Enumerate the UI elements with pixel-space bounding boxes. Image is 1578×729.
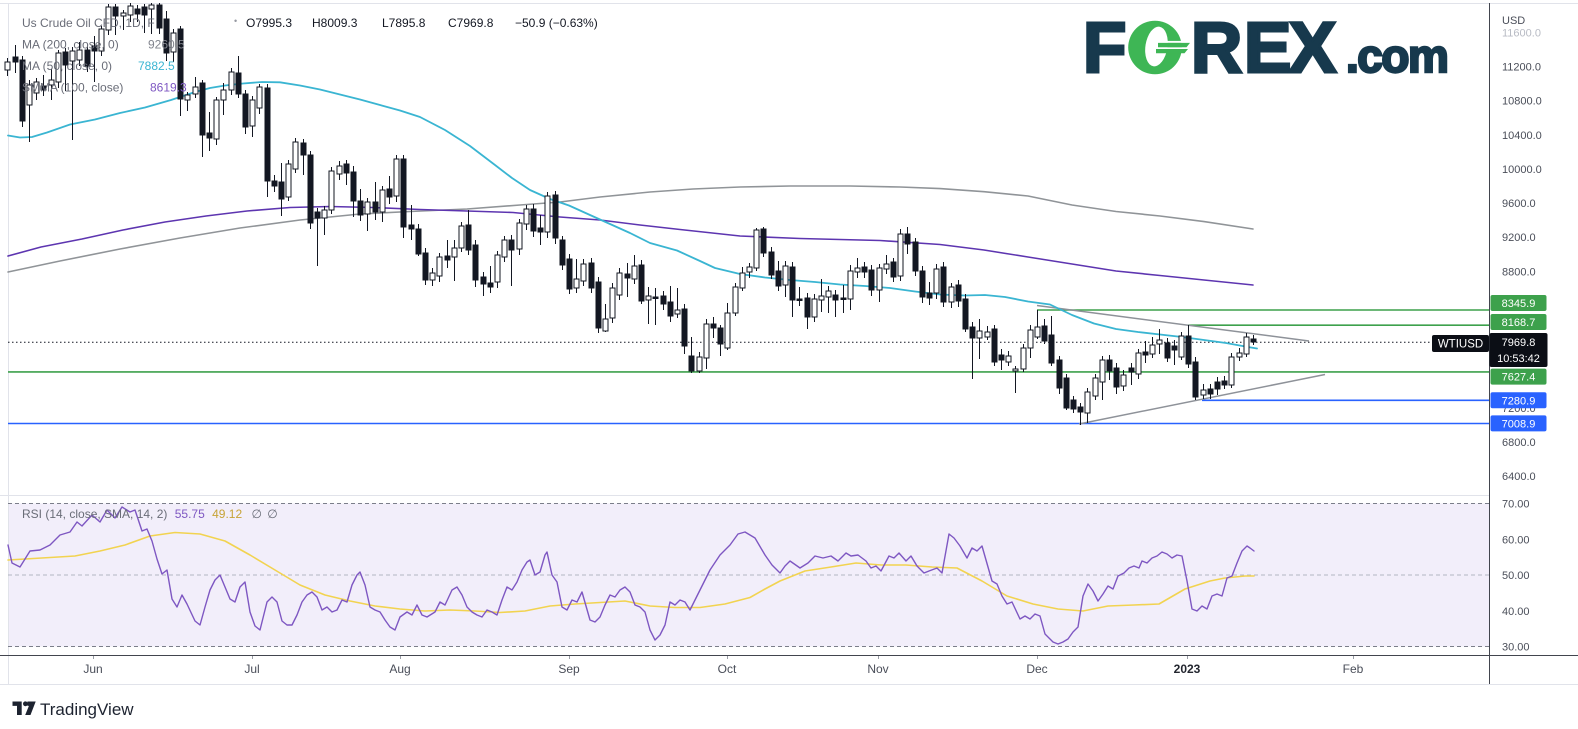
svg-text:7008.9: 7008.9 <box>1502 418 1536 430</box>
svg-text:6800.0: 6800.0 <box>1502 437 1536 449</box>
svg-text:10800.0: 10800.0 <box>1502 96 1542 108</box>
svg-text:−50.9 (−0.63%): −50.9 (−0.63%) <box>515 16 598 30</box>
svg-text:RSI (14, close, SMA, 14, 2) 5: RSI (14, close, SMA, 14, 2) 55.75 49.12 … <box>22 507 278 521</box>
svg-text:Dec: Dec <box>1026 662 1047 676</box>
svg-text:TradingView: TradingView <box>40 700 134 719</box>
svg-text:Jul: Jul <box>244 662 259 676</box>
svg-text:10:53:42: 10:53:42 <box>1497 353 1540 365</box>
svg-text:MA (200, close, 0): MA (200, close, 0) <box>22 38 119 52</box>
svg-text:40.00: 40.00 <box>1502 606 1530 618</box>
svg-text:7280.9: 7280.9 <box>1502 395 1536 407</box>
svg-text:8345.9: 8345.9 <box>1502 298 1536 310</box>
svg-text:H8009.3: H8009.3 <box>312 16 358 30</box>
svg-text:30.00: 30.00 <box>1502 642 1530 654</box>
svg-text:SMMA (100, close): SMMA (100, close) <box>22 81 123 95</box>
svg-text:8619.3: 8619.3 <box>150 81 187 95</box>
svg-text:2023: 2023 <box>1174 662 1201 676</box>
svg-text:Sep: Sep <box>558 662 580 676</box>
svg-text:7969.8: 7969.8 <box>1502 337 1536 349</box>
svg-text:8168.7: 8168.7 <box>1502 317 1536 329</box>
svg-text:X: X <box>1289 9 1336 88</box>
svg-text:Aug: Aug <box>389 662 410 676</box>
svg-text:C7969.8: C7969.8 <box>448 16 494 30</box>
svg-text:50.00: 50.00 <box>1502 570 1530 582</box>
svg-text:9200.0: 9200.0 <box>1502 232 1536 244</box>
svg-text:9260.5: 9260.5 <box>148 38 185 52</box>
svg-text:WTIUSD: WTIUSD <box>1438 339 1483 351</box>
svg-text:O7995.3: O7995.3 <box>246 16 292 30</box>
svg-text:Nov: Nov <box>867 662 888 676</box>
svg-text:Oct: Oct <box>718 662 737 676</box>
svg-text:7882.5: 7882.5 <box>138 59 175 73</box>
svg-text:10400.0: 10400.0 <box>1502 130 1542 142</box>
svg-text:7627.4: 7627.4 <box>1502 372 1536 384</box>
svg-text:USD: USD <box>1502 15 1525 27</box>
svg-text:R: R <box>1191 9 1242 88</box>
svg-text:60.00: 60.00 <box>1502 534 1530 546</box>
svg-text:Us Crude Oil CFD, 1D, F: Us Crude Oil CFD, 1D, F <box>22 16 155 30</box>
svg-text:70.00: 70.00 <box>1502 499 1530 511</box>
svg-text:F: F <box>1083 9 1126 88</box>
svg-text:•: • <box>234 16 237 26</box>
svg-text:6400.0: 6400.0 <box>1502 471 1536 483</box>
svg-text:11200.0: 11200.0 <box>1502 62 1541 74</box>
svg-text:MA (50, close, 0): MA (50, close, 0) <box>22 59 112 73</box>
svg-text:.com: .com <box>1346 30 1447 82</box>
svg-text:10000.0: 10000.0 <box>1502 164 1542 176</box>
svg-text:8800.0: 8800.0 <box>1502 266 1536 278</box>
svg-text:11600.0: 11600.0 <box>1502 28 1541 40</box>
svg-text:Jun: Jun <box>83 662 102 676</box>
svg-text:9600.0: 9600.0 <box>1502 198 1536 210</box>
svg-text:L7895.8: L7895.8 <box>382 16 426 30</box>
svg-text:E: E <box>1244 9 1291 88</box>
svg-text:Feb: Feb <box>1343 662 1364 676</box>
